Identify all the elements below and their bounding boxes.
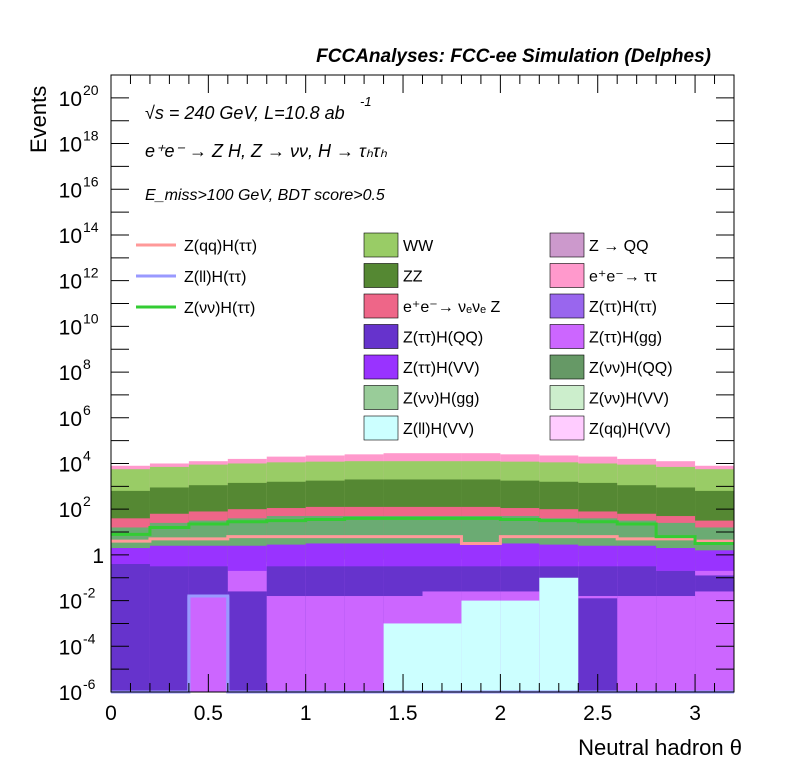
legend-box-swatch [549,293,585,319]
y-tick-exponent: -6 [83,676,96,692]
y-tick-exponent: 18 [83,128,99,144]
plot-area [111,453,734,694]
legend-label: Z(ll)H(ττ) [184,269,246,286]
legend-box-swatch [363,385,399,410]
legend-box-swatch [549,324,585,349]
legend-box-swatch [549,263,585,288]
y-tick-label: 10 [59,636,82,659]
x-tick-label: 3 [689,702,701,725]
legend-label: e⁺e⁻→ ττ [589,269,657,286]
stack-bar [695,591,734,692]
y-tick-label: 10 [59,88,82,111]
legend-box-swatch [363,354,399,380]
y-tick-exponent: 2 [83,493,91,509]
y-tick-exponent: 10 [83,310,99,326]
legend-box-swatch [363,263,399,288]
x-tick-label: 2 [495,702,507,725]
annotation-process: e⁺e⁻ → Z H, Z → νν, H → τₕτₕ [145,141,388,161]
legend-box-swatch [363,415,399,441]
annotation-selection: E_miss>100 GeV, BDT score>0.5 [145,187,385,204]
y-tick-exponent: 8 [83,356,91,372]
series-line [111,535,734,545]
x-tick-label: 2.5 [583,702,612,725]
y-axis-label: Events [26,86,51,153]
stack-bar [617,596,657,692]
legend-label: Z(νν)H(ττ) [184,300,255,317]
legend-label: Z(ττ)H(QQ) [403,330,483,347]
legend-label: Z → QQ [589,238,649,255]
legend-box-swatch [363,324,399,349]
x-axis-label: Neutral hadron θ [578,735,742,760]
stack-bar [227,591,267,692]
y-tick-label: 10 [59,499,82,522]
legend-label: Z(ττ)H(VV) [403,360,480,377]
legend-label: Z(νν)H(gg) [403,391,479,408]
y-tick-label: 10 [59,179,82,202]
chart-title: FCCAnalyses: FCC-ee Simulation (Delphes) [316,46,711,67]
y-tick-label: 10 [59,362,82,385]
legend: Z(qq)H(ττ) Z(ll)H(ττ) Z(νν)H(ττ) WW ZZ e⁺e⁻→ … [136,232,673,441]
legend-label: e⁺e⁻→ νₑνₑ Z [403,299,500,316]
legend-box-swatch [549,354,585,380]
x-tick-label: 0.5 [194,702,223,725]
stack-bar [656,596,696,692]
y-tick-exponent: 14 [83,219,99,235]
legend-box-swatch [549,232,585,258]
stack-bar [344,596,384,692]
annotation-energy-exp: -1 [360,94,372,109]
y-tick-label: 10 [59,134,82,157]
y-tick-label: 10 [59,316,82,339]
legend-label: WW [403,238,434,255]
y-tick-label: 10 [59,453,82,476]
legend-box-swatch [549,415,585,441]
y-tick-label: 10 [59,408,82,431]
y-tick-label: 10 [59,682,82,705]
series-line [111,516,734,545]
y-tick-exponent: 16 [83,173,99,189]
x-tick-label: 0 [105,702,117,725]
x-tick-label: 1 [300,702,312,725]
y-tick-exponent: 20 [83,82,99,98]
stack-bar [500,600,540,692]
annotation-block: √s = 240 GeV, L=10.8 ab -1 e⁺e⁻ → Z H, Z →… [145,94,388,204]
y-tick-label: 1 [92,545,104,568]
y-tick-label: 10 [59,225,82,248]
x-tick-label: 1.5 [388,702,417,725]
legend-box-swatch [363,232,399,258]
stack-bar [422,623,462,692]
stack-bar [461,600,501,692]
stack-bar [111,564,150,692]
stack-bar [539,577,579,692]
y-tick-exponent: 12 [83,265,99,281]
stack-bar [305,596,345,692]
y-tick-exponent: 6 [83,402,91,418]
legend-label: Z(νν)H(VV) [589,391,669,408]
legend-label: Z(ττ)H(ττ) [589,299,657,316]
legend-box-swatch [363,293,399,319]
legend-label: Z(νν)H(QQ) [589,360,673,377]
stack-bar [266,596,306,692]
y-tick-label: 10 [59,591,82,614]
annotation-energy: √s = 240 GeV, L=10.8 ab [145,103,345,123]
legend-label: Z(ll)H(VV) [403,421,474,438]
legend-label: Z(qq)H(ττ) [184,238,257,255]
legend-label: Z(ττ)H(gg) [589,330,662,347]
y-tick-exponent: -2 [83,585,96,601]
legend-box-swatch [549,385,585,410]
y-tick-label: 10 [59,271,82,294]
y-tick-exponent: 4 [83,447,91,463]
y-tick-exponent: -4 [83,630,96,646]
legend-label: ZZ [403,269,423,286]
stack-bar [149,566,189,692]
legend-label: Z(qq)H(VV) [589,421,671,438]
